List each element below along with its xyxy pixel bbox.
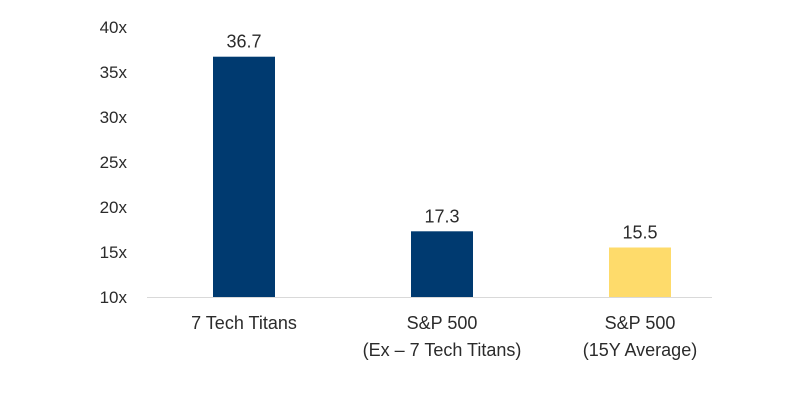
bar	[609, 247, 671, 297]
data-label: 17.3	[424, 206, 459, 226]
y-tick-label: 30x	[100, 108, 128, 127]
category-label: S&P 500	[407, 313, 478, 333]
bars	[213, 56, 671, 298]
category-label: 7 Tech Titans	[191, 313, 297, 333]
data-label: 36.7	[226, 32, 261, 52]
category-label: (15Y Average)	[583, 340, 697, 360]
category-label: S&P 500	[605, 313, 676, 333]
y-axis: 10x 15x 20x 25x 30x 35x 40x	[100, 18, 128, 307]
bar	[411, 231, 473, 297]
category-label: (Ex – 7 Tech Titans)	[363, 340, 522, 360]
y-tick-label: 20x	[100, 198, 128, 217]
x-axis: 7 Tech Titans S&P 500 (Ex – 7 Tech Titans)…	[191, 313, 697, 360]
y-tick-label: 40x	[100, 18, 128, 37]
bar	[213, 56, 275, 298]
y-tick-label: 10x	[100, 288, 128, 307]
y-tick-label: 35x	[100, 63, 128, 82]
y-tick-label: 25x	[100, 153, 128, 172]
y-tick-label: 15x	[100, 243, 128, 262]
data-labels: 36.7 17.3 15.5	[226, 32, 657, 243]
data-label: 15.5	[622, 223, 657, 243]
